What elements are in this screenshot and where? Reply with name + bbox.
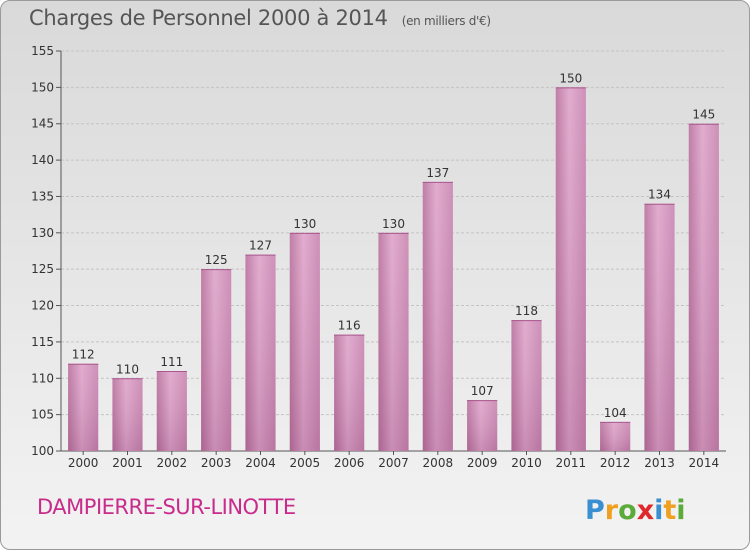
- data-label-2006: 116: [338, 319, 361, 333]
- x-tick-labels: 2000 2001 2002 2003 2004 2005 2006 2007 2008 2009…: [68, 456, 719, 470]
- bar-shade-2003: [201, 269, 232, 451]
- data-label-2011: 150: [559, 71, 582, 85]
- chart-subtitle: (en milliers d'€): [401, 14, 491, 28]
- svg-text:Proxiti: Proxiti: [585, 495, 686, 526]
- x-tick-label-2010: 2010: [511, 456, 542, 470]
- data-label-2000: 112: [72, 348, 95, 362]
- x-tick-label-2005: 2005: [290, 456, 321, 470]
- bar-shade-2004: [245, 254, 276, 451]
- bar-shade-2008: [422, 181, 453, 451]
- x-tick-label-2001: 2001: [112, 456, 143, 470]
- y-tick-label: 155: [31, 44, 54, 58]
- y-tick-label: 100: [31, 444, 54, 458]
- data-label-2008: 137: [426, 166, 449, 180]
- y-tick-label: 120: [31, 299, 54, 313]
- y-tick-label: 110: [31, 371, 54, 385]
- y-tick-label: 105: [31, 408, 54, 422]
- x-tick-label-2009: 2009: [467, 456, 498, 470]
- x-tick-label-2003: 2003: [201, 456, 232, 470]
- data-label-2003: 125: [205, 253, 228, 267]
- y-tick-label: 145: [31, 117, 54, 131]
- data-label-2009: 107: [471, 384, 494, 398]
- y-tick-label: 150: [31, 80, 54, 94]
- x-tick-label-2011: 2011: [556, 456, 587, 470]
- data-label-2002: 111: [160, 355, 183, 369]
- x-tick-label-2008: 2008: [423, 456, 454, 470]
- bar-shade-2012: [600, 421, 631, 451]
- data-label-2012: 104: [604, 406, 627, 420]
- x-tick-label-2004: 2004: [245, 456, 276, 470]
- data-label-2005: 130: [293, 217, 316, 231]
- x-tick-label-2014: 2014: [689, 456, 720, 470]
- y-tick-label: 115: [31, 335, 54, 349]
- bar-shade-2005: [289, 232, 320, 451]
- data-labels: 112 110 111 125 127 130 116 130 137 107 118 150 104 1…: [72, 71, 716, 420]
- bar-shade-2001: [112, 378, 143, 451]
- x-tick-label-2002: 2002: [157, 456, 188, 470]
- bars: [68, 87, 719, 452]
- bar-shade-2011: [555, 87, 586, 451]
- bar-shade-2002: [156, 371, 187, 451]
- y-tick-label: 130: [31, 226, 54, 240]
- y-tick-label: 140: [31, 153, 54, 167]
- bar-shade-2006: [334, 334, 365, 451]
- x-tick-label-2012: 2012: [600, 456, 631, 470]
- chart-title-text: Charges de Personnel 2000 à 2014: [29, 6, 388, 30]
- x-tick-label-2000: 2000: [68, 456, 99, 470]
- data-label-2004: 127: [249, 239, 272, 253]
- x-tick-label-2007: 2007: [378, 456, 409, 470]
- bar-shade-2010: [511, 320, 542, 451]
- data-label-2007: 130: [382, 217, 405, 231]
- bar-shade-2014: [688, 123, 719, 452]
- x-tick-label-2006: 2006: [334, 456, 365, 470]
- town-name: DAMPIERRE-SUR-LINOTTE: [37, 495, 296, 519]
- data-label-2001: 110: [116, 362, 139, 376]
- bar-shade-2000: [68, 363, 99, 451]
- y-tick-label: 135: [31, 189, 54, 203]
- y-tick-label: 125: [31, 262, 54, 276]
- bar-shade-2013: [644, 203, 675, 451]
- bar-shade-2009: [467, 400, 498, 451]
- y-tick-labels: 100 105 110 115 120 125 130 135 140 145 150 155: [31, 44, 54, 458]
- data-label-2014: 145: [692, 108, 715, 122]
- data-label-2010: 118: [515, 304, 538, 318]
- data-label-2013: 134: [648, 188, 671, 202]
- x-tick-label-2013: 2013: [644, 456, 675, 470]
- chart-title: Charges de Personnel 2000 à 2014 (en mill…: [29, 6, 491, 30]
- bar-shade-2007: [378, 232, 409, 451]
- proxiti-logo[interactable]: Proxiti: [585, 489, 695, 529]
